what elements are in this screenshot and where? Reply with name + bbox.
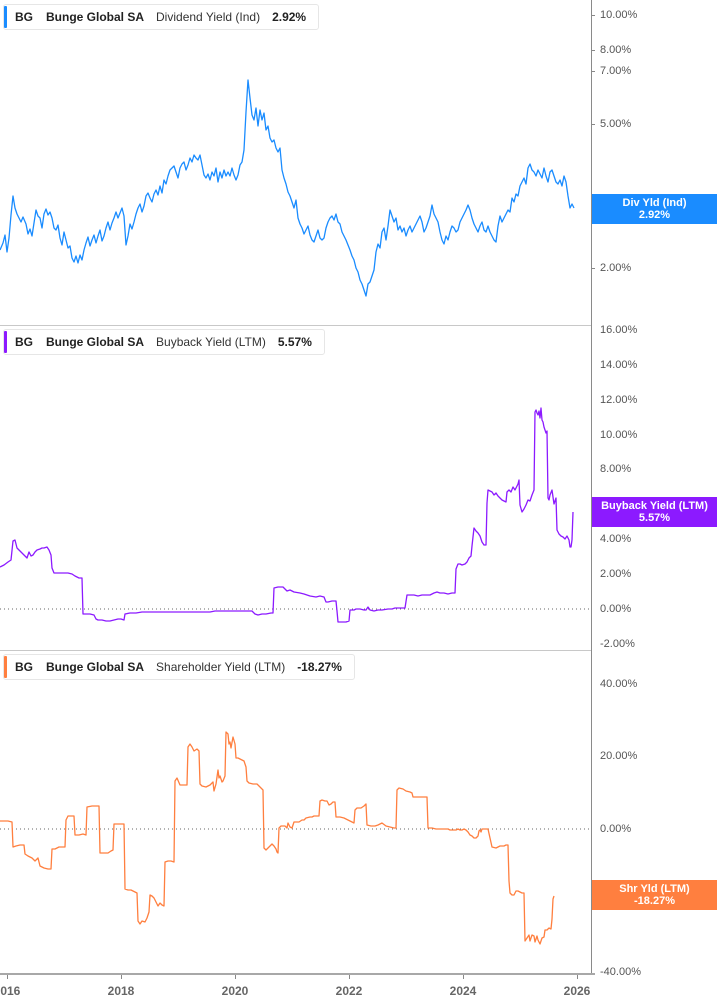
shareholder-yield-line	[0, 731, 555, 945]
y-tick-label: 14.00%	[600, 359, 638, 371]
tag-label: Div Yld (Ind)	[622, 197, 687, 209]
legend-ticker: BG	[15, 10, 33, 24]
y-tick-mark	[592, 124, 595, 125]
legend-buyback-yield[interactable]: BG Bunge Global SA Buyback Yield (LTM) 5…	[3, 329, 325, 355]
x-tick-mark	[463, 975, 464, 979]
chart-plot-area	[0, 79, 591, 945]
y-tick-label: -2.00%	[600, 638, 635, 650]
y-tick-label: 4.00%	[600, 533, 632, 545]
y-tick-label: 8.00%	[600, 44, 632, 56]
y-tick-label: 10.00%	[600, 9, 638, 21]
current-value-tag-buyback: Buyback Yield (LTM) 5.57%	[592, 497, 717, 527]
tag-value: -18.27%	[634, 895, 675, 907]
y-tick-label: 7.00%	[600, 65, 632, 77]
y-tick-label: 16.00%	[600, 324, 638, 336]
y-tick-label: 10.00%	[600, 429, 638, 441]
legend-value: 5.57%	[277, 335, 312, 349]
series-color-swatch	[4, 6, 7, 28]
y-tick-label: 20.00%	[600, 750, 638, 762]
x-tick-label: 2022	[335, 984, 363, 998]
tag-label: Buyback Yield (LTM)	[601, 500, 708, 512]
y-tick-label: 5.00%	[600, 118, 632, 130]
y-tick-mark	[592, 15, 595, 16]
legend-company: Bunge Global SA	[46, 660, 145, 674]
x-tick-mark	[121, 975, 122, 979]
x-tick-label: 2020	[221, 984, 249, 998]
current-value-tag-shareholder: Shr Yld (LTM) -18.27%	[592, 880, 717, 910]
y-tick-mark	[592, 71, 595, 72]
panel-divider	[0, 650, 591, 651]
y-tick-label: 0.00%	[600, 823, 632, 835]
legend-company: Bunge Global SA	[46, 335, 145, 349]
legend-ticker: BG	[15, 660, 33, 674]
y-tick-mark	[592, 50, 595, 51]
buyback-yield-line	[0, 407, 574, 623]
x-tick-mark	[7, 975, 8, 979]
x-tick-mark	[235, 975, 236, 979]
x-axis-line	[0, 973, 595, 975]
legend-ticker: BG	[15, 335, 33, 349]
legend-metric: Dividend Yield (Ind)	[156, 10, 261, 24]
y-tick-label: 12.00%	[600, 394, 638, 406]
tag-label: Shr Yld (LTM)	[619, 883, 690, 895]
legend-metric: Shareholder Yield (LTM)	[156, 660, 286, 674]
y-tick-label: 2.00%	[600, 262, 632, 274]
tag-value: 5.57%	[638, 512, 671, 524]
x-tick-label: 2018	[107, 984, 135, 998]
legend-metric: Buyback Yield (LTM)	[156, 335, 266, 349]
legend-value: 2.92%	[272, 10, 307, 24]
x-tick-mark	[349, 975, 350, 979]
x-tick-label: 2026	[563, 984, 591, 998]
panel-divider	[0, 325, 591, 326]
current-value-tag-dividend: Div Yld (Ind) 2.92%	[592, 194, 717, 224]
y-tick-label: 2.00%	[600, 568, 632, 580]
x-tick-label: 2016	[0, 984, 21, 998]
y-tick-label: -40.00%	[600, 966, 641, 978]
series-color-swatch	[4, 656, 7, 678]
legend-shareholder-yield[interactable]: BG Bunge Global SA Shareholder Yield (LT…	[3, 654, 355, 680]
series-color-swatch	[4, 331, 7, 353]
tag-value: 2.92%	[638, 209, 671, 221]
legend-value: -18.27%	[297, 660, 342, 674]
x-tick-mark	[577, 975, 578, 979]
x-tick-label: 2024	[449, 984, 477, 998]
y-tick-label: 0.00%	[600, 603, 632, 615]
dividend-yield-line	[0, 79, 575, 297]
y-tick-label: 8.00%	[600, 463, 632, 475]
y-tick-mark	[592, 268, 595, 269]
legend-company: Bunge Global SA	[46, 10, 145, 24]
y-axis-line	[591, 0, 592, 975]
legend-dividend-yield[interactable]: BG Bunge Global SA Dividend Yield (Ind) …	[3, 4, 320, 30]
y-tick-label: 40.00%	[600, 678, 638, 690]
